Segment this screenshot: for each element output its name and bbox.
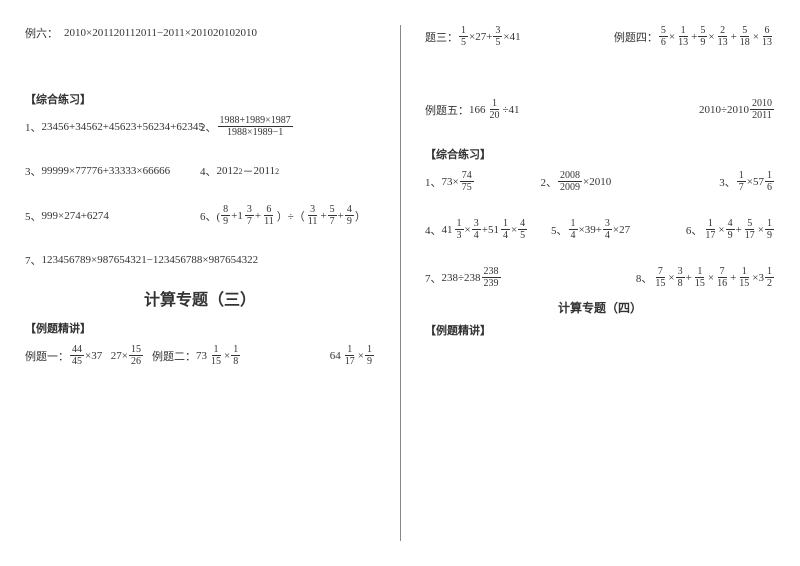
r6: 6、 117 × 49 + 517 × 19 [686, 218, 775, 241]
example-6: 例六： 2010×201120112011−2011×201020102010 [25, 25, 375, 41]
p7: 7、 123456789×987654321−123456788×9876543… [25, 252, 258, 268]
right-row-ex5: 例题五： 166120 ÷41 2010÷2010 20102011 [425, 98, 775, 121]
t5: 例题五： 166120 ÷41 [425, 98, 520, 121]
topic3-examples: 例题一： 4445 ×37 27× 1526 例题二： 73115 × 18 6… [25, 344, 375, 367]
topic-3-title: 计算专题（三） [25, 286, 375, 310]
t4: 例题四： 56 × 113 + 59 × 213 + 518 × 613 [614, 25, 775, 48]
right-column: 题三： 15 ×27+ 35 ×41 例题四： 56 × 113 + 59 × … [400, 0, 800, 566]
topic-4-title: 计算专题（四） [425, 299, 775, 316]
practice-row-2: 3、 99999×77776+33333×66666 4、 20122 － 20… [25, 163, 375, 179]
ex6-expr: 2010×201120112011−2011×201020102010 [64, 27, 257, 39]
t3: 题三： 15 ×27+ 35 ×41 [425, 25, 521, 48]
right-lecture-heading: 【例题精讲】 [425, 322, 775, 338]
t1: 例题一： 4445 ×37 27× 1526 [25, 344, 144, 367]
r2: 2、 20082009 ×2010 [541, 170, 657, 193]
r7: 7、 238÷238 238239 [425, 266, 565, 289]
p1: 1、 23456+34562+45623+56234+62345 [25, 119, 200, 135]
p2: 2、 1988+1989×1987 1988×1989−1 [200, 115, 294, 138]
lecture-heading: 【例题精讲】 [25, 320, 375, 336]
r4: 4、 4113 × 34 + 5114 × 45 [425, 218, 551, 241]
r1: 1、 73× 7475 [425, 170, 541, 193]
practice-heading: 【综合练习】 [25, 91, 375, 107]
r8: 8、 715 × 38 + 115 × 716 + 115 ×3 12 [636, 266, 775, 289]
ex6-label: 例六： [25, 25, 58, 41]
right-practice-2: 4、 4113 × 34 + 5114 × 45 5、 14 ×39+ 34 ×… [425, 218, 775, 241]
right-practice-1: 1、 73× 7475 2、 20082009 ×2010 3、 17 ×57 … [425, 170, 775, 193]
right-row-top: 题三： 15 ×27+ 35 ×41 例题四： 56 × 113 + 59 × … [425, 25, 775, 48]
t2: 例题二： 73115 × 18 [152, 344, 241, 367]
practice-row-3: 5、 999×274+6274 6、( 89 + 137 + 611 ）÷（ 3… [25, 204, 375, 227]
p5: 5、 999×274+6274 [25, 208, 200, 224]
p2-fraction: 1988+1989×1987 1988×1989−1 [218, 115, 293, 138]
right-practice-heading: 【综合练习】 [425, 146, 775, 162]
p4: 4、 20122 － 20112 [200, 163, 279, 179]
practice-row-1: 1、 23456+34562+45623+56234+62345 2、 1988… [25, 115, 375, 138]
t5b: 2010÷2010 20102011 [699, 98, 775, 121]
page: 例六： 2010×201120112011−2011×201020102010 … [0, 0, 800, 566]
r5: 5、 14 ×39+ 34 ×27 [551, 218, 656, 241]
t2b: 64117 × 19 [330, 344, 375, 367]
left-column: 例六： 2010×201120112011−2011×201020102010 … [0, 0, 400, 566]
p3: 3、 99999×77776+33333×66666 [25, 163, 200, 179]
r3: 3、 17 ×57 16 [719, 170, 775, 193]
practice-row-4: 7、 123456789×987654321−123456788×9876543… [25, 252, 375, 268]
right-practice-3: 7、 238÷238 238239 8、 715 × 38 + 115 × 71… [425, 266, 775, 289]
p6: 6、( 89 + 137 + 611 ）÷（ 311 + 57 + 49 ） [200, 204, 366, 227]
